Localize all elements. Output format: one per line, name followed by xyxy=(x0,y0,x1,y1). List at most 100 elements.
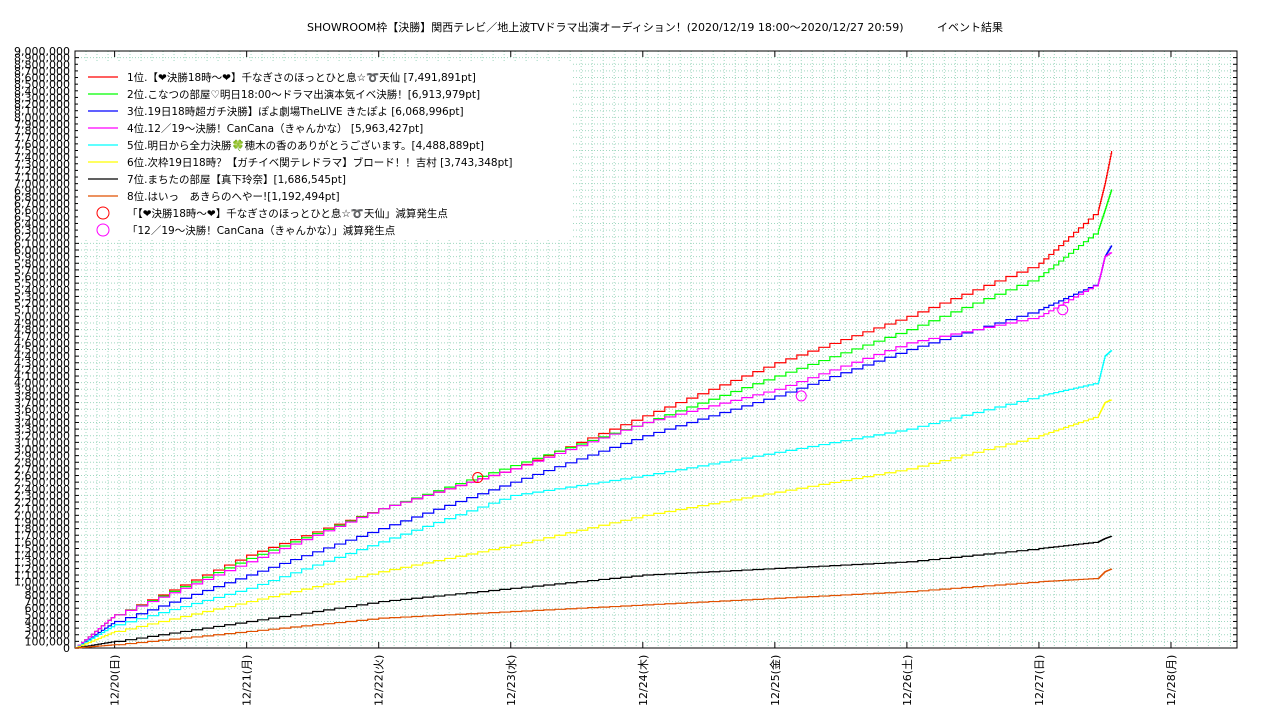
legend-entry-3: 3位.19日18時超ガチ決勝】ぽよ劇場TheLIVE きたぽよ [6,068,9… xyxy=(127,105,464,118)
y-tick-label: 700,000 xyxy=(25,596,71,609)
series-line-8 xyxy=(75,568,1113,649)
y-tick-label: 1,900,000 xyxy=(14,516,70,529)
y-tick-label: 3,400,000 xyxy=(14,416,70,429)
x-tick-label: 12/22(火) xyxy=(373,655,386,706)
y-tick-label: 5,600,000 xyxy=(14,271,70,284)
y-tick-label: 3,700,000 xyxy=(14,397,70,410)
deduction-marker-2 xyxy=(795,390,807,402)
legend: 1位.【❤決勝18時〜❤】千なぎさのほっとひと息☆➰天仙 [7,491,891p… xyxy=(78,62,573,240)
y-tick-label: 6,700,000 xyxy=(14,198,70,211)
y-tick-label: 8,000,000 xyxy=(14,111,70,124)
y-tick-label: 4,300,000 xyxy=(14,357,70,370)
y-tick-label: 1,200,000 xyxy=(14,562,70,575)
x-tick-label: 12/23(水) xyxy=(505,655,518,706)
y-tick-label: 0 xyxy=(63,642,70,655)
y-tick-label: 3,000,000 xyxy=(14,443,70,456)
y-tick-label: 1,500,000 xyxy=(14,543,70,556)
chart-title-suffix: イベント結果 xyxy=(937,20,1003,34)
y-tick-label: 4,600,000 xyxy=(14,337,70,350)
y-tick-label: 500,000 xyxy=(25,609,71,622)
y-tick-label: 5,900,000 xyxy=(14,251,70,264)
y-tick-label: 6,300,000 xyxy=(14,224,70,237)
x-tick-label: 12/28(月) xyxy=(1165,655,1178,706)
legend-entry-2: 2位.こなつの部屋♡明日18:00〜ドラマ出演本気イベ決勝！[6,913,979… xyxy=(127,88,480,101)
y-tick-label: 1,400,000 xyxy=(14,549,70,562)
y-tick-label: 7,100,000 xyxy=(14,171,70,184)
legend-entry-7: 7位.まちたの部屋【真下玲奈】[1,686,545pt] xyxy=(127,173,346,186)
y-tick-label: 5,700,000 xyxy=(14,264,70,277)
y-tick-label: 5,000,000 xyxy=(14,310,70,323)
y-tick-label: 8,200,000 xyxy=(14,98,70,111)
chart-title-main: SHOWROOM枠【決勝】関西テレビ／地上波TVドラマ出演オーディション！(20… xyxy=(307,20,904,34)
y-tick-label: 3,100,000 xyxy=(14,436,70,449)
y-tick-label: 600,000 xyxy=(25,602,71,615)
y-tick-label: 800,000 xyxy=(25,589,71,602)
chart-title: SHOWROOM枠【決勝】関西テレビ／地上波TVドラマ出演オーディション！(20… xyxy=(307,20,1003,34)
y-tick-label: 5,400,000 xyxy=(14,284,70,297)
y-tick-label: 400,000 xyxy=(25,615,71,628)
y-tick-label: 4,100,000 xyxy=(14,370,70,383)
y-tick-label: 2,500,000 xyxy=(14,476,70,489)
y-tick-label: 4,500,000 xyxy=(14,344,70,357)
y-tick-label: 7,700,000 xyxy=(14,131,70,144)
y-tick-label: 5,300,000 xyxy=(14,290,70,303)
y-tick-label: 2,300,000 xyxy=(14,489,70,502)
series-line-3 xyxy=(75,245,1113,649)
y-tick-label: 2,700,000 xyxy=(14,463,70,476)
y-tick-label: 7,500,000 xyxy=(14,145,70,158)
y-tick-label: 6,000,000 xyxy=(14,244,70,257)
y-tick-label: 8,400,000 xyxy=(14,85,70,98)
y-tick-label: 4,700,000 xyxy=(14,330,70,343)
y-tick-label: 3,500,000 xyxy=(14,410,70,423)
y-tick-label: 6,200,000 xyxy=(14,231,70,244)
y-tick-label: 9,000,000 xyxy=(14,45,70,58)
y-tick-label: 6,600,000 xyxy=(14,204,70,217)
y-tick-label: 5,100,000 xyxy=(14,304,70,317)
y-tick-label: 2,400,000 xyxy=(14,483,70,496)
y-tick-label: 300,000 xyxy=(25,622,71,635)
x-tick-label: 12/27(日) xyxy=(1033,655,1046,706)
legend-marker-entry-2: 「12／19〜決勝！CanCana（きゃんかな）」減算発生点 xyxy=(127,224,395,237)
y-tick-label: 5,800,000 xyxy=(14,257,70,270)
y-tick-label: 7,300,000 xyxy=(14,158,70,171)
y-tick-label: 5,200,000 xyxy=(14,297,70,310)
y-tick-label: 1,600,000 xyxy=(14,536,70,549)
y-tick-label: 2,600,000 xyxy=(14,470,70,483)
y-tick-label: 4,200,000 xyxy=(14,363,70,376)
series-line-5 xyxy=(75,350,1113,649)
y-tick-label: 6,100,000 xyxy=(14,237,70,250)
x-axis-ticks: 12/20(日) 12/21(月) 12/22(火) 12/23(水) 12/24(木)… xyxy=(109,51,1178,706)
y-tick-label: 200,000 xyxy=(25,629,71,642)
y-tick-label: 4,000,000 xyxy=(14,377,70,390)
y-tick-label: 8,700,000 xyxy=(14,65,70,78)
y-tick-label: 4,800,000 xyxy=(14,324,70,337)
y-tick-label: 8,300,000 xyxy=(14,91,70,104)
y-tick-label: 2,200,000 xyxy=(14,496,70,509)
x-tick-label: 12/20(日) xyxy=(109,655,122,706)
y-tick-label: 6,500,000 xyxy=(14,211,70,224)
y-tick-label: 3,300,000 xyxy=(14,423,70,436)
y-axis-ticks: 0100,000200,000300,000400,000500,000600,… xyxy=(14,45,1237,655)
y-tick-label: 1,300,000 xyxy=(14,556,70,569)
y-tick-label: 8,500,000 xyxy=(14,78,70,91)
series-line-4 xyxy=(75,252,1113,649)
y-tick-label: 3,800,000 xyxy=(14,390,70,403)
series-line-2 xyxy=(75,189,1113,649)
y-tick-label: 900,000 xyxy=(25,582,71,595)
y-tick-label: 4,400,000 xyxy=(14,350,70,363)
y-tick-label: 2,100,000 xyxy=(14,503,70,516)
y-tick-label: 7,900,000 xyxy=(14,118,70,131)
legend-entry-4: 4位.12／19〜決勝！CanCana（きゃんかな） [5,963,427pt] xyxy=(127,122,423,135)
y-tick-label: 6,800,000 xyxy=(14,191,70,204)
y-tick-label: 2,900,000 xyxy=(14,450,70,463)
y-tick-label: 2,000,000 xyxy=(14,509,70,522)
y-tick-label: 8,100,000 xyxy=(14,105,70,118)
y-tick-label: 1,100,000 xyxy=(14,569,70,582)
legend-background xyxy=(78,62,573,240)
legend-marker-swatch-2 xyxy=(96,223,110,237)
legend-marker-swatch-1 xyxy=(96,206,110,220)
y-tick-label: 7,000,000 xyxy=(14,178,70,191)
y-tick-label: 4,900,000 xyxy=(14,317,70,330)
x-tick-label: 12/21(月) xyxy=(241,655,254,706)
